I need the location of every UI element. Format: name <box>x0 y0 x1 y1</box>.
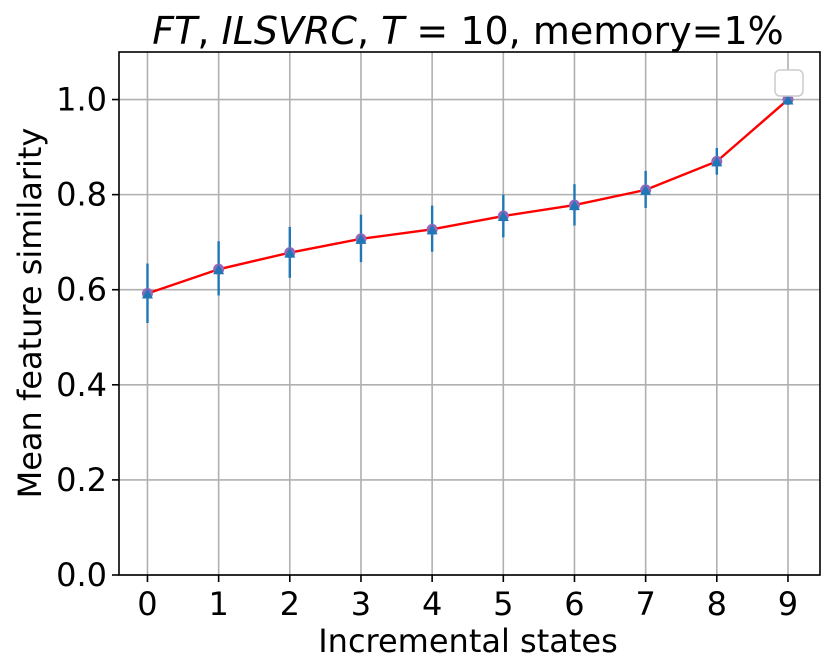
data-point-triangle <box>284 247 296 258</box>
title-part: = 10, memory=1% <box>404 9 783 53</box>
title-part: , <box>357 9 381 53</box>
legend-box <box>774 69 804 97</box>
data-point-triangle <box>782 94 794 105</box>
x-tick-label: 7 <box>635 585 655 623</box>
data-point-triangle <box>355 233 367 244</box>
data-point-triangle <box>640 184 652 195</box>
data-point-triangle <box>497 211 509 222</box>
series-line <box>147 98 789 295</box>
y-tick-label: 0.0 <box>56 556 107 594</box>
data-point-triangle <box>568 200 580 211</box>
x-tick-label: 3 <box>351 585 371 623</box>
y-tick-label: 0.6 <box>56 271 107 309</box>
x-axis-label: Incremental states <box>318 622 618 660</box>
x-tick-label: 1 <box>208 585 228 623</box>
x-tick-label: 9 <box>778 585 798 623</box>
data-point-triangle <box>711 156 723 167</box>
y-axis-label: Mean feature similarity <box>11 128 49 499</box>
y-tick-label: 0.2 <box>56 461 107 499</box>
data-markers <box>141 94 794 300</box>
y-tick-label: 0.4 <box>56 366 107 404</box>
x-tick-label: 0 <box>137 585 157 623</box>
x-tick-label: 4 <box>422 585 442 623</box>
plot-frame <box>118 51 821 576</box>
title-part: , <box>197 9 221 53</box>
data-point-triangle <box>213 264 225 275</box>
x-tick-label: 6 <box>564 585 584 623</box>
grid-lines <box>119 52 820 576</box>
x-tick-label: 8 <box>707 585 727 623</box>
x-tick-label: 5 <box>493 585 513 623</box>
title-part: FT <box>152 9 200 53</box>
axis-ticks: 0 1 2 3 4 5 6 7 8 9 0.0 0.2 0.4 0.6 0.8 1.0 <box>56 81 798 623</box>
series-line-group <box>147 98 789 295</box>
y-tick-label: 1.0 <box>56 81 107 119</box>
y-tick-label: 0.8 <box>56 176 107 214</box>
title-part: T <box>381 9 407 53</box>
data-point-triangle <box>141 288 153 299</box>
title-part: ILSVRC <box>222 9 358 53</box>
data-point-triangle <box>426 224 438 235</box>
chart-title: FT, ILSVRC, T = 10, memory=1% <box>152 9 783 53</box>
x-tick-label: 2 <box>280 585 300 623</box>
